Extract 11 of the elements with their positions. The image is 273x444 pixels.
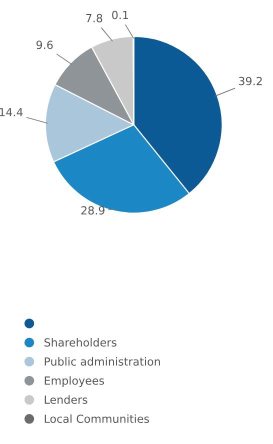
legend-label: Public administration	[44, 357, 160, 366]
data-label: 39.2	[239, 76, 262, 86]
data-label: 0.1	[112, 10, 128, 20]
data-label: 14.4	[0, 108, 23, 116]
legend-label: Lenders	[44, 395, 88, 404]
data-label: 9.6	[36, 40, 53, 50]
legend-label: Employees	[44, 376, 104, 387]
data-label: 7.8	[86, 14, 102, 22]
data-label: 28.9	[81, 206, 104, 215]
legend-label: Local Communities	[44, 414, 149, 423]
legend-label: Shareholders	[44, 338, 116, 347]
